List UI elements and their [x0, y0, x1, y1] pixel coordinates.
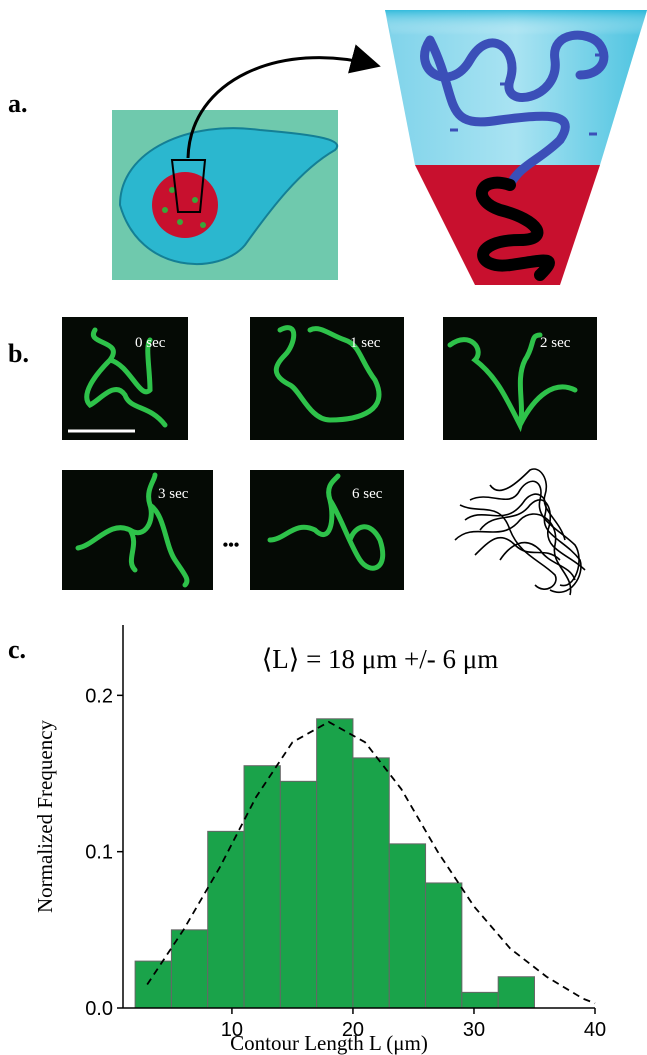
frame-time: 0 sec — [135, 335, 166, 351]
histogram-chart: 0.0 0.1 0.2 10 20 30 40 Contour Length L (μm) No… — [33, 625, 606, 1055]
bar — [461, 991, 499, 1009]
bar — [497, 976, 535, 1009]
x-tick-label: 20 — [342, 1019, 364, 1041]
x-tick-label: 30 — [463, 1019, 485, 1041]
micrograph-series — [62, 317, 597, 596]
bar — [425, 882, 463, 1009]
frame-time: 1 sec — [350, 335, 381, 351]
micelle-illustration — [112, 44, 381, 280]
bar — [243, 765, 281, 1009]
bar — [207, 830, 245, 1009]
frame-time: 2 sec — [540, 335, 571, 351]
bar — [279, 780, 318, 1009]
panel-label: b. — [8, 339, 29, 368]
frame-time: 3 sec — [158, 486, 189, 502]
bar — [134, 960, 172, 1009]
y-axis-label: Normalized Frequency — [33, 719, 57, 913]
y-tick-label: 0.2 — [85, 685, 113, 707]
panel-label: a. — [8, 89, 28, 118]
annotation: ⟨L⟩ = 18 μm +/- 6 μm — [262, 644, 498, 674]
x-tick-label: 10 — [221, 1019, 243, 1041]
frame-time: 6 sec — [352, 486, 383, 502]
chain-illustration — [385, 10, 647, 285]
bar — [316, 718, 354, 1009]
bar — [352, 757, 390, 1009]
x-axis-label: Contour Length L (μm) — [230, 1031, 428, 1055]
bar — [170, 929, 209, 1009]
ellipsis: ••• — [223, 537, 240, 554]
bar — [388, 843, 427, 1009]
panel-label: c. — [8, 635, 26, 664]
x-tick-label: 40 — [584, 1019, 606, 1041]
y-tick-label: 0.1 — [85, 842, 113, 864]
y-tick-label: 0.0 — [85, 998, 113, 1020]
